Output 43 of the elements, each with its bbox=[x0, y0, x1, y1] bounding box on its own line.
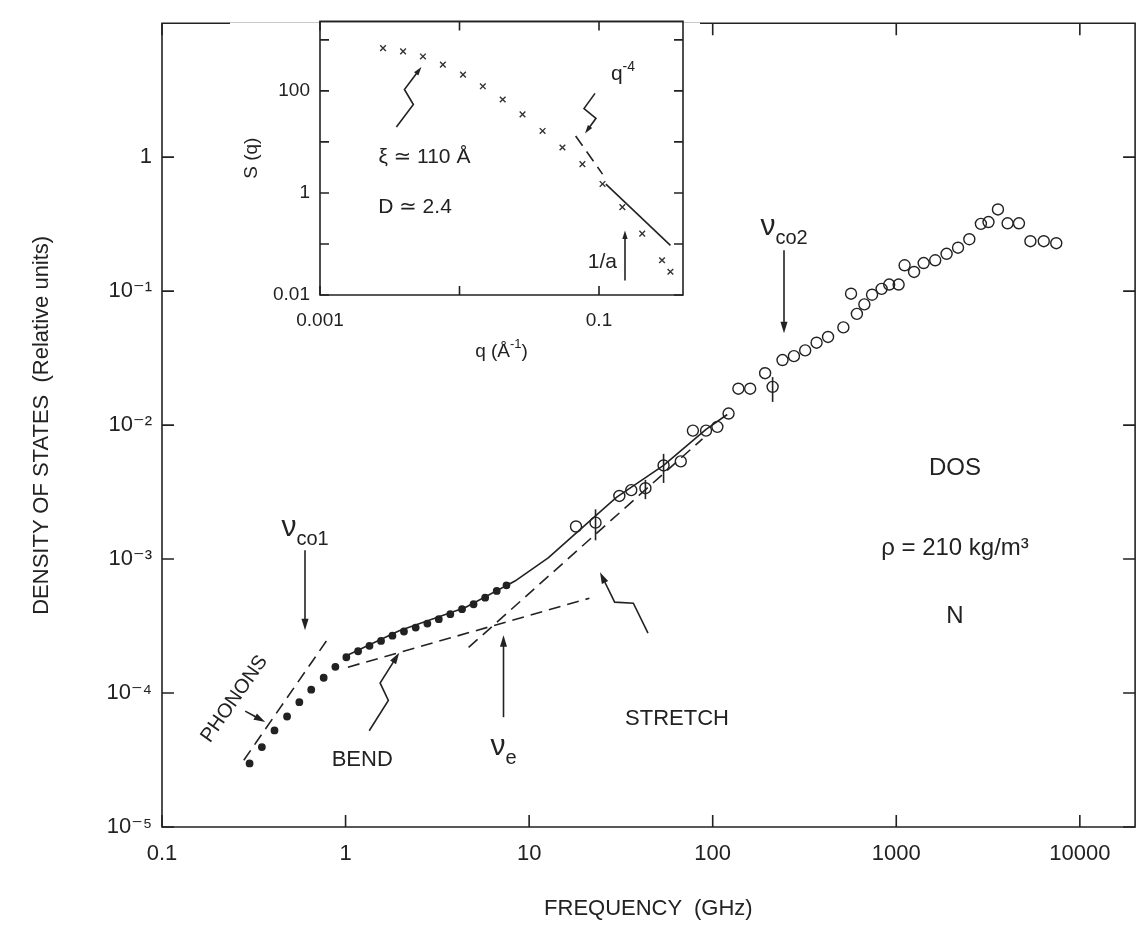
x-tick-label: 1 bbox=[339, 840, 352, 866]
point bbox=[558, 144, 566, 152]
point bbox=[479, 82, 487, 90]
annotation: BEND bbox=[331, 745, 393, 771]
point bbox=[439, 61, 447, 69]
point bbox=[499, 95, 507, 104]
point bbox=[379, 44, 387, 52]
y-tick-label: 10⁻³ bbox=[108, 545, 152, 571]
point bbox=[599, 180, 607, 188]
y-tick-label: 10⁻¹ bbox=[108, 277, 152, 303]
x-axis-title: FREQUENCY (GHz) bbox=[544, 895, 753, 920]
point bbox=[618, 203, 626, 211]
x-tick-label: 100 bbox=[694, 840, 732, 866]
x-tick-label: 1000 bbox=[871, 840, 921, 866]
x-tick-label: 10 bbox=[516, 840, 542, 866]
annotation: N bbox=[946, 601, 964, 629]
point bbox=[419, 52, 427, 60]
annotation: ρ = 210 kg/m³ bbox=[881, 533, 1029, 561]
point bbox=[539, 127, 547, 135]
y-tick-label: 100 bbox=[278, 79, 310, 101]
y-tick-label: 1 bbox=[139, 143, 152, 169]
point bbox=[578, 160, 586, 168]
y-axis-title: DENSITY OF STATES (Relative units) bbox=[27, 235, 53, 615]
annotation: D ≃ 2.4 bbox=[378, 194, 453, 218]
x-tick-label: 0.1 bbox=[585, 308, 613, 330]
x-tick-label: 0.1 bbox=[146, 840, 178, 866]
y-tick-label: 10⁻⁴ bbox=[106, 679, 152, 705]
x-tick-label: 10000 bbox=[1049, 840, 1111, 866]
y-axis-title: S (q) bbox=[239, 137, 261, 179]
y-tick-label: 1 bbox=[299, 181, 310, 203]
annotation: ξ ≃ 110 Å bbox=[378, 144, 471, 167]
point bbox=[399, 47, 407, 55]
y-tick-label: 10⁻² bbox=[108, 411, 152, 437]
x-tick-label: 0.001 bbox=[296, 308, 344, 330]
point bbox=[519, 110, 527, 118]
point bbox=[638, 230, 646, 238]
y-tick-label: 10⁻⁵ bbox=[106, 813, 152, 839]
y-tick-label: 0.01 bbox=[273, 283, 310, 305]
point bbox=[658, 256, 666, 264]
annotation: STRETCH bbox=[625, 705, 729, 731]
annotation: DOS bbox=[929, 453, 982, 481]
annotation: 1/a bbox=[587, 249, 618, 273]
point bbox=[459, 71, 467, 79]
